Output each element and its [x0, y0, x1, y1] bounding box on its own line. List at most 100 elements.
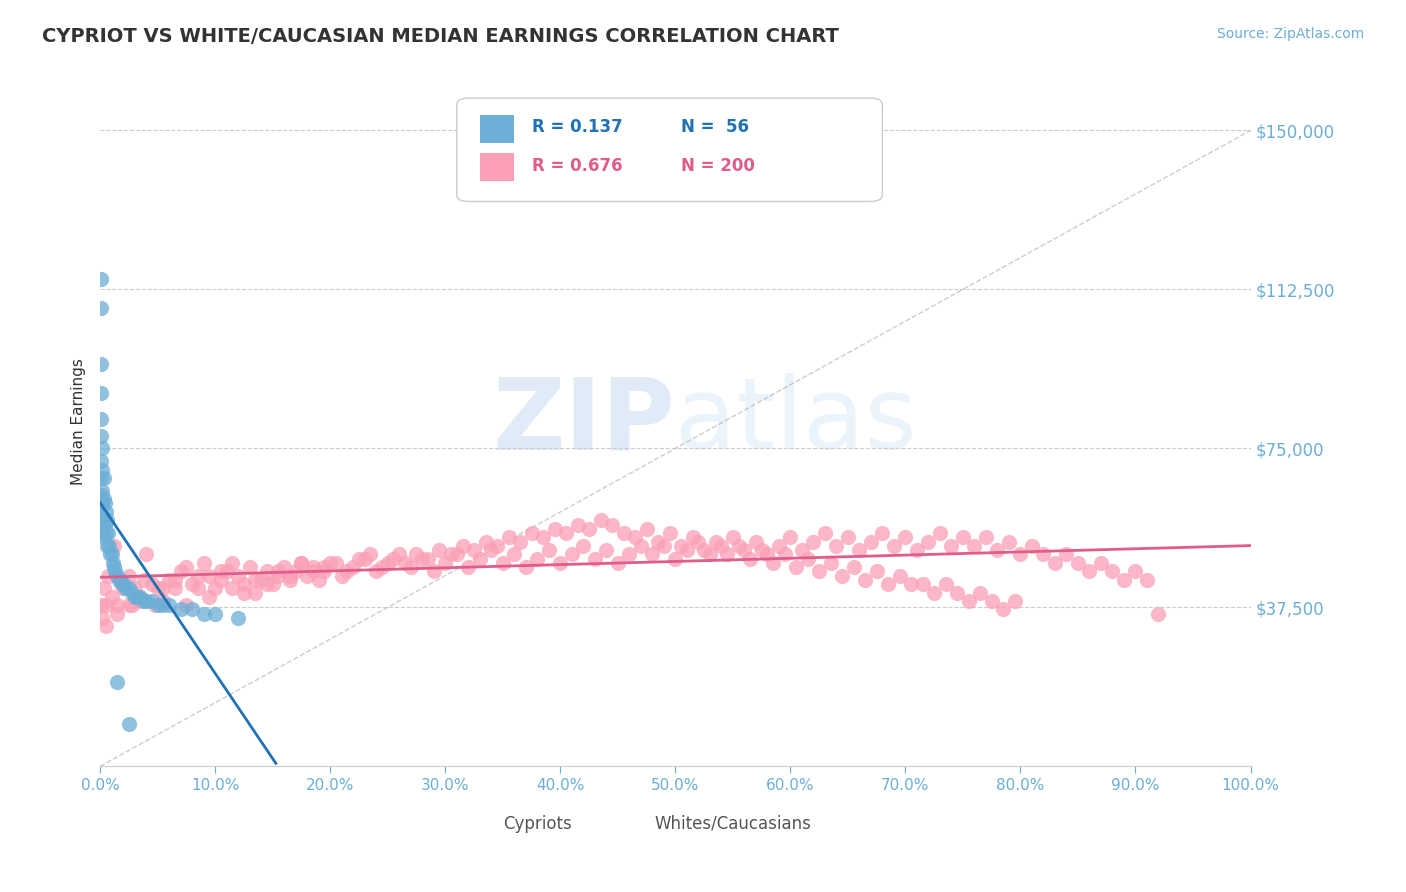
Point [308, 573, 330, 587]
Point [90, 357, 112, 371]
Point [93, 517, 115, 532]
Point [905, 543, 928, 558]
Point [146, 581, 169, 595]
Point [894, 530, 917, 544]
Point [94, 619, 117, 633]
Point [619, 547, 641, 561]
Point [94, 526, 117, 541]
Point [394, 556, 416, 570]
Point [100, 547, 122, 561]
Point [675, 543, 697, 558]
Point [152, 599, 174, 613]
Point [922, 585, 945, 599]
Point [900, 577, 922, 591]
Point [636, 522, 658, 536]
Point [561, 547, 583, 561]
Point [986, 543, 1008, 558]
Point [664, 551, 686, 566]
Point [90, 454, 112, 468]
Point [359, 547, 381, 561]
Point [181, 602, 204, 616]
Point [509, 534, 531, 549]
Point [1136, 573, 1159, 587]
Point [756, 547, 779, 561]
Text: R = 0.137: R = 0.137 [531, 118, 623, 136]
Point [853, 573, 876, 587]
Point [515, 560, 537, 574]
Point [498, 530, 520, 544]
Point [93, 530, 115, 544]
Point [808, 564, 831, 578]
Point [929, 526, 952, 541]
Point [226, 611, 249, 625]
Point [531, 530, 554, 544]
Point [693, 543, 716, 558]
Point [295, 568, 318, 582]
Point [371, 560, 394, 574]
Point [825, 539, 848, 553]
Point [957, 594, 980, 608]
Text: R = 0.676: R = 0.676 [531, 157, 621, 175]
Point [169, 564, 191, 578]
Point [1004, 594, 1026, 608]
Point [848, 543, 870, 558]
Point [204, 581, 226, 595]
Point [411, 551, 433, 566]
Point [641, 547, 664, 561]
Point [526, 551, 548, 566]
Point [492, 556, 515, 570]
Point [314, 564, 336, 578]
Point [1078, 564, 1101, 578]
Point [572, 539, 595, 553]
Point [330, 568, 353, 582]
Point [90, 272, 112, 286]
Point [141, 594, 163, 608]
Point [181, 577, 204, 591]
Point [998, 534, 1021, 549]
Point [124, 581, 146, 595]
Point [124, 590, 146, 604]
Point [187, 568, 209, 582]
Point [90, 471, 112, 485]
Point [1056, 547, 1078, 561]
Point [107, 573, 129, 587]
Point [135, 594, 157, 608]
Point [232, 585, 254, 599]
Point [457, 560, 479, 574]
Point [187, 581, 209, 595]
Point [600, 517, 623, 532]
Point [446, 547, 468, 561]
Point [91, 513, 114, 527]
Point [91, 483, 114, 498]
Point [90, 386, 112, 401]
Point [963, 539, 986, 553]
Point [90, 301, 112, 316]
Point [682, 530, 704, 544]
Point [503, 547, 526, 561]
Point [751, 543, 773, 558]
Point [101, 556, 124, 570]
Point [704, 534, 727, 549]
Point [94, 505, 117, 519]
Point [589, 513, 612, 527]
Point [129, 590, 152, 604]
Point [1090, 556, 1112, 570]
Point [245, 585, 267, 599]
Point [112, 581, 135, 595]
Point [727, 539, 749, 553]
Y-axis label: Median Earnings: Median Earnings [72, 359, 86, 485]
Point [90, 428, 112, 442]
Point [877, 577, 900, 591]
Point [90, 505, 112, 519]
Text: CYPRIOT VS WHITE/CAUCASIAN MEDIAN EARNINGS CORRELATION CHART: CYPRIOT VS WHITE/CAUCASIAN MEDIAN EARNIN… [42, 27, 839, 45]
Point [1021, 539, 1043, 553]
Point [468, 551, 491, 566]
Text: atlas: atlas [675, 374, 917, 470]
Point [1043, 556, 1066, 570]
Point [169, 602, 191, 616]
Point [1147, 607, 1170, 621]
Point [302, 560, 325, 574]
Point [790, 543, 813, 558]
Point [537, 543, 560, 558]
Point [198, 568, 221, 582]
